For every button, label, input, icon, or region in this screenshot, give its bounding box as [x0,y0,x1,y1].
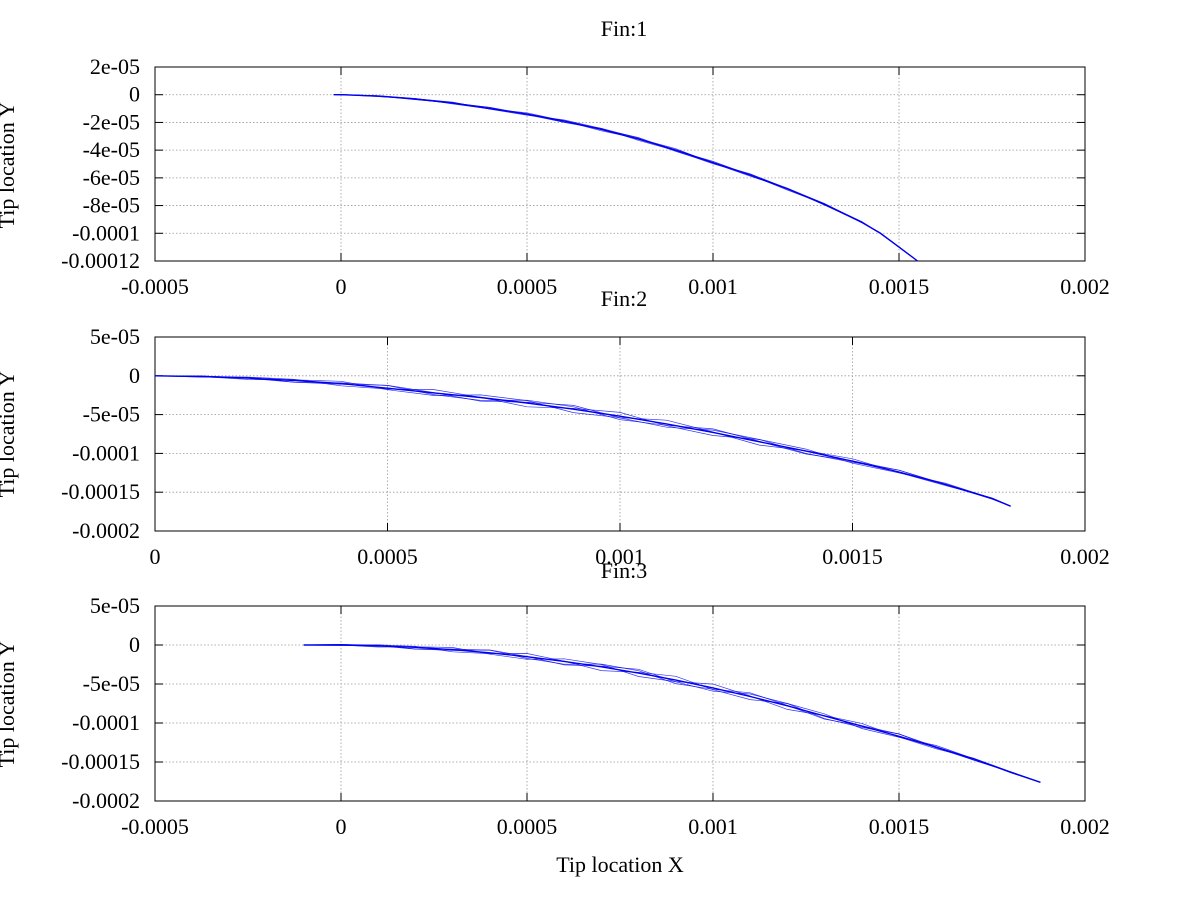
y-tick-label: 0 [129,632,140,657]
y-tick-label: -2e-05 [83,109,140,134]
y-tick-label: -0.0001 [72,220,140,245]
series-strand [333,94,918,262]
x-tick-label: 0.002 [1060,274,1110,299]
subplot-fin-1: Fin:1 -0.0005 0 0.0005 0.001 0.0015 0.002 2e-05… [61,16,1110,299]
y-tick-label: 0 [129,363,140,388]
y-tick-label: 2e-05 [90,54,140,79]
subplot-title: Fin:3 [601,558,647,583]
series-strand [154,375,1011,507]
y-tick-label: -5e-05 [83,671,140,696]
subplot-fin-3: Fin:3 -0.0005 0 0.0005 0.001 0.0015 0.002 5e-05… [61,558,1110,839]
y-tick-label: -0.0002 [72,518,140,543]
x-tick-label: 0.0015 [869,274,930,299]
series-strand [154,375,1011,507]
series-strand [303,644,1041,783]
y-tick-label: -5e-05 [83,402,140,427]
x-tick-label: 0.001 [688,274,738,299]
x-axis-label: Tip location X [556,852,684,877]
x-tick-label: 0 [336,814,347,839]
y-tick-label: -0.0002 [72,788,140,813]
y-axis-label-1: Tip location Y [0,102,19,229]
y-tick-label: -8e-05 [83,193,140,218]
y-tick-label: -0.00012 [61,248,140,273]
x-tick-label: 0.001 [688,814,738,839]
y-tick-label: -0.00015 [61,749,140,774]
x-tick-label: 0 [150,544,161,569]
x-tick-label: 0.002 [1060,544,1110,569]
series-strand [333,94,918,262]
y-tick-label: -0.0001 [72,710,140,735]
x-tick-label: 0.0005 [357,544,418,569]
y-tick-label: -0.0001 [72,440,140,465]
subplot-title: Fin:1 [601,16,647,41]
x-tick-label: 0.002 [1060,814,1110,839]
subplot-title: Fin:2 [601,286,647,311]
series-strand [303,644,1041,783]
x-tick-label: 0.0005 [497,814,558,839]
series-strand [154,375,1011,507]
x-tick-label: -0.0005 [121,814,189,839]
plot-frame [154,66,1086,262]
y-tick-label: -4e-05 [83,137,140,162]
series-strand [154,375,1011,507]
y-tick-label: 0 [129,82,140,107]
x-tick-label: 0.001 [595,544,645,569]
x-tick-label: -0.0005 [121,274,189,299]
y-tick-label: 5e-05 [90,593,140,618]
y-tick-label: 5e-05 [90,324,140,349]
y-axis-label-3: Tip location Y [0,641,19,768]
plot-frame [154,605,1086,802]
x-tick-label: 0.0015 [869,814,930,839]
series-strand [303,644,1041,783]
x-tick-label: 0.0015 [822,544,883,569]
x-tick-label: 0.0005 [497,274,558,299]
y-axis-label-2: Tip location Y [0,371,19,498]
x-tick-label: 0 [336,274,347,299]
y-tick-label: -6e-05 [83,165,140,190]
y-tick-label: -0.00015 [61,479,140,504]
series-line [154,375,1011,507]
subplot-fin-2: Fin:2 0 0.0005 0.001 0.0015 0.002 5e-05 0 -5e-05… [61,286,1110,569]
